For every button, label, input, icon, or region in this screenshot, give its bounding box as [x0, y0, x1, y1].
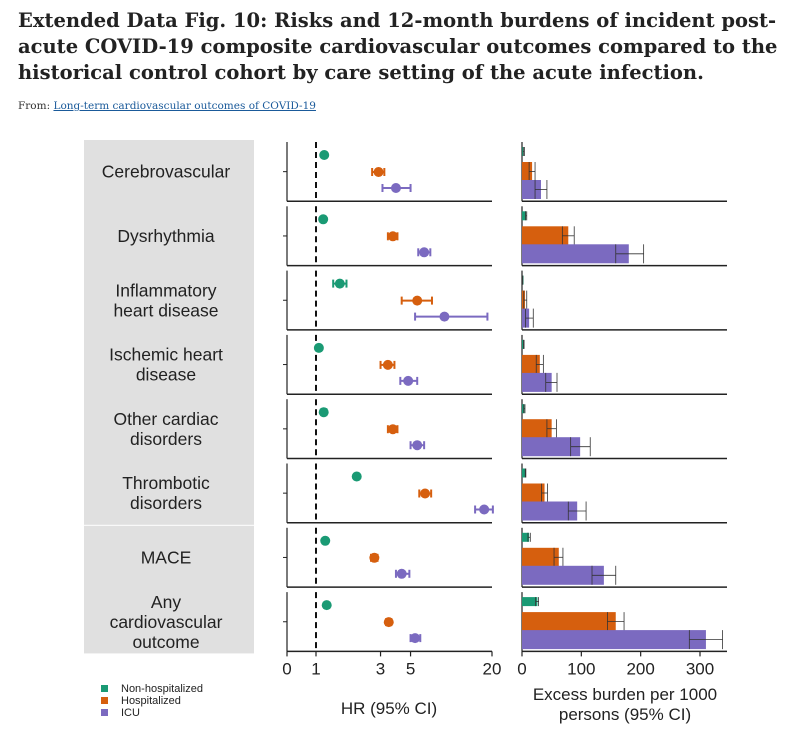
hr-point: [419, 247, 430, 258]
category-label: heart disease: [113, 300, 218, 320]
hr-point: [373, 167, 384, 177]
category-panel-group-1: [84, 140, 254, 525]
category-label: disorders: [130, 493, 202, 513]
category-label: Any: [151, 592, 181, 612]
burden-bar: [522, 404, 525, 414]
forest-x-tick-label: 3: [376, 659, 385, 678]
hr-point: [318, 214, 329, 225]
source-line: From: Long-term cardiovascular outcomes …: [18, 100, 778, 112]
hr-point: [320, 535, 331, 546]
hr-point: [387, 424, 398, 435]
hr-point: [412, 440, 423, 451]
burden-bar: [522, 244, 629, 264]
hr-point: [369, 552, 380, 563]
legend-swatch: [101, 709, 108, 716]
legend-label: Hospitalized: [121, 695, 181, 707]
burden-bar: [522, 437, 581, 457]
category-label: Inflammatory: [115, 280, 216, 300]
category-label: disorders: [130, 429, 202, 449]
category-label: Ischemic heart: [109, 345, 223, 365]
bar-x-tick-label: 200: [626, 659, 654, 678]
hr-point: [390, 183, 401, 193]
burden-bar: [522, 612, 616, 632]
legend-swatch: [101, 685, 108, 692]
forest-x-tick-label: 5: [406, 659, 415, 678]
burden-bar: [522, 211, 527, 221]
category-label: outcome: [132, 632, 199, 652]
bar-x-axis-label: Excess burden per 1000: [533, 685, 717, 704]
category-panel-group-2: [84, 525, 254, 654]
forest-x-tick-label: 0: [282, 659, 291, 678]
hr-point: [382, 359, 393, 370]
burden-bar: [522, 547, 559, 567]
figure-title: Extended Data Fig. 10: Risks and 12-mont…: [18, 9, 778, 84]
hr-point: [387, 231, 398, 242]
burden-bar: [522, 226, 569, 246]
legend-label: Non-hospitalized: [121, 683, 203, 695]
bar-x-tick-label: 0: [517, 659, 526, 678]
hr-point: [396, 568, 407, 579]
legend-label: ICU: [121, 707, 140, 719]
hr-point: [420, 488, 431, 499]
hr-point: [439, 311, 450, 322]
burden-bar: [522, 565, 604, 585]
burden-bar: [522, 419, 552, 439]
hr-point: [334, 278, 345, 289]
category-label: Other cardiac: [113, 409, 218, 429]
category-label: Thrombotic: [122, 473, 210, 493]
bar-x-axis-label: persons (95% CI): [559, 705, 691, 724]
forest-x-axis-label: HR (95% CI): [341, 699, 437, 718]
hr-point: [321, 600, 332, 611]
category-label: disease: [136, 365, 196, 385]
source-prefix: From:: [18, 100, 54, 112]
hr-point: [412, 295, 423, 306]
bar-x-tick-label: 100: [567, 659, 595, 678]
burden-bar: [522, 162, 533, 181]
category-label: Dysrhythmia: [117, 226, 215, 246]
forest-x-tick-label: 1: [311, 659, 320, 678]
bar-x-tick-label: 300: [686, 659, 714, 678]
burden-bar: [522, 630, 706, 650]
category-label: cardiovascular: [110, 612, 223, 632]
forest-x-tick-label: 20: [483, 659, 502, 678]
burden-bar: [522, 372, 552, 392]
burden-bar: [522, 339, 524, 349]
burden-bar: [522, 597, 538, 607]
figure-header: Extended Data Fig. 10: Risks and 12-mont…: [18, 8, 778, 112]
source-link[interactable]: Long-term cardiovascular outcomes of COV…: [53, 100, 316, 112]
hr-point: [383, 617, 394, 628]
burden-bar: [522, 532, 530, 542]
hr-point: [313, 342, 324, 353]
hr-point: [318, 407, 329, 418]
burden-bar: [522, 501, 578, 521]
burden-bar: [522, 354, 540, 374]
hr-point: [410, 633, 421, 644]
burden-bar: [522, 483, 545, 503]
category-label: Cerebrovascular: [102, 162, 231, 182]
hr-point: [479, 504, 490, 515]
hr-point: [351, 471, 362, 482]
burden-bar: [522, 468, 526, 478]
hr-point: [319, 150, 330, 160]
burden-bar: [522, 180, 541, 199]
hr-point: [403, 375, 414, 386]
legend-swatch: [101, 697, 108, 704]
category-label: MACE: [141, 547, 192, 567]
